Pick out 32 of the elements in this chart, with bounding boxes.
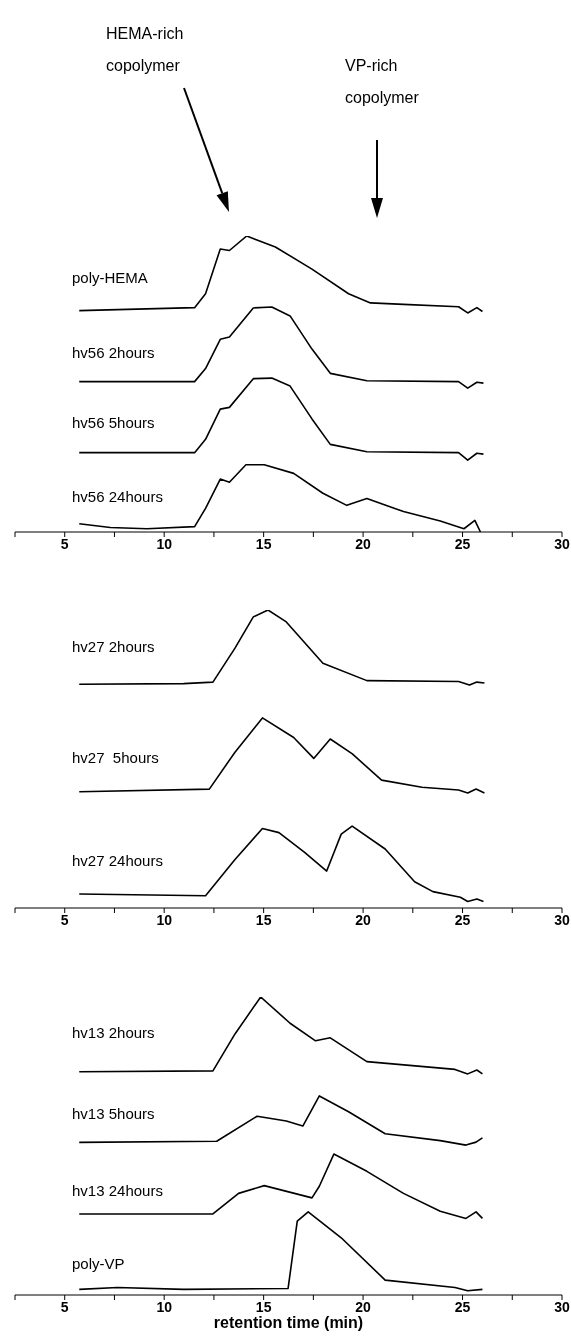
series-label: hv27 24hours — [72, 851, 163, 871]
x-tick-label: 15 — [255, 535, 272, 552]
x-axis-title: retention time (min) — [213, 1314, 364, 1332]
x-tick-label: 30 — [554, 911, 570, 928]
x-tick-label: 20 — [355, 911, 372, 928]
x-tick-label: 15 — [255, 1298, 272, 1315]
x-tick-label: 20 — [355, 535, 372, 552]
x-tick-label: 30 — [554, 535, 570, 552]
series-label: hv56 2hours — [72, 343, 155, 363]
x-tick-label: 5 — [60, 535, 69, 552]
series-label: poly-VP — [72, 1254, 125, 1274]
x-tick-label: 20 — [355, 1298, 372, 1315]
series-label: poly-HEMA — [72, 268, 148, 288]
text: hv13 2hours — [72, 1023, 155, 1043]
text: VP-rich copolymer — [345, 56, 420, 108]
x-tick-label: 5 — [60, 911, 69, 928]
series-label: hv56 24hours — [72, 487, 163, 507]
series-label: hv27 5hours — [72, 748, 159, 768]
x-tick-label: 10 — [156, 911, 173, 928]
x-tick-label: 10 — [156, 535, 173, 552]
x-tick-label: 25 — [454, 535, 471, 552]
x-tick-label: 10 — [156, 1298, 173, 1315]
x-tick-label: 15 — [255, 911, 272, 928]
x-tick-label: 5 — [60, 1298, 69, 1315]
series-label: hv13 24hours — [72, 1181, 163, 1201]
series-label: hv56 5hours — [72, 413, 155, 433]
series-label: hv13 5hours — [72, 1104, 155, 1124]
text: HEMA-rich copolymer — [106, 24, 185, 76]
series-label: hv27 2hours — [72, 637, 155, 657]
x-tick-label: 25 — [454, 1298, 471, 1315]
x-tick-label: 25 — [454, 911, 471, 928]
x-tick-label: 30 — [554, 1298, 570, 1315]
